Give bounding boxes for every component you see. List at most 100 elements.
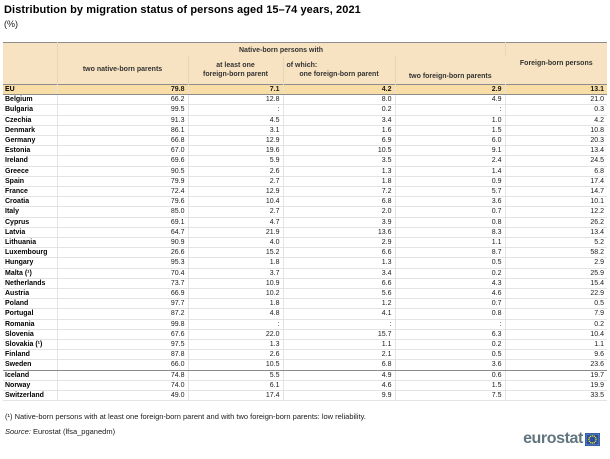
table-row: Finland 87.8 2.6 2.1 0.5 9.6: [3, 349, 608, 361]
value-cell: 4.5: [188, 115, 284, 126]
value-cell: 1.0: [395, 115, 506, 126]
value-cell: 7.5: [395, 390, 506, 402]
value-cell: 7.9: [505, 308, 608, 320]
value-cell: 9.1: [395, 145, 506, 157]
value-cell: 66.0: [57, 359, 189, 371]
value-cell: 66.8: [57, 135, 189, 147]
value-cell: 13.4: [505, 227, 608, 239]
value-cell: 4.8: [188, 308, 284, 320]
value-cell: 3.4: [283, 115, 396, 126]
col-header-two-foreign-parents: two foreign-born parents: [395, 55, 506, 85]
value-cell: :: [283, 319, 396, 330]
value-cell: 2.4: [395, 155, 506, 167]
table-row: Latvia 64.7 21.9 13.6 8.3 13.4: [3, 227, 608, 239]
value-cell: 19.7: [505, 370, 608, 381]
table-body: EU 79.8 7.1 4.2 2.9 13.1 Belgium 66.2 12.8 8.0 4.9…: [3, 84, 608, 402]
value-cell: 1.3: [188, 339, 284, 351]
table-row: Slovakia (¹) 97.5 1.3 1.1 0.2 1.1: [3, 339, 608, 351]
value-cell: 85.0: [57, 206, 189, 218]
table-row: France 72.4 12.9 7.2 5.7 14.7: [3, 186, 608, 198]
country-cell: Switzerland: [3, 390, 58, 402]
value-cell: 0.5: [505, 298, 608, 310]
value-cell: 5.5: [188, 370, 284, 381]
value-cell: 95.3: [57, 257, 189, 269]
value-cell: 22.9: [505, 288, 608, 300]
value-cell: 3.1: [188, 125, 284, 137]
value-cell: 1.8: [283, 176, 396, 188]
value-cell: 0.2: [395, 339, 506, 351]
country-cell: Poland: [3, 298, 58, 310]
value-cell: 5.6: [283, 288, 396, 300]
table-row: Netherlands 73.7 10.9 6.6 4.3 15.4: [3, 278, 608, 290]
country-cell: Bulgaria: [3, 104, 58, 116]
country-cell: Greece: [3, 166, 58, 177]
source-prefix: Source:: [5, 427, 31, 436]
country-cell: Germany: [3, 135, 58, 147]
value-cell: 1.5: [395, 125, 506, 137]
table-row: Iceland 74.8 5.5 4.9 0.6 19.7: [3, 370, 608, 381]
value-cell: 0.5: [395, 257, 506, 269]
value-cell: 4.9: [395, 94, 506, 106]
value-cell: 87.2: [57, 308, 189, 320]
value-cell: 97.5: [57, 339, 189, 351]
value-cell: 12.9: [188, 186, 284, 198]
value-cell: 3.9: [283, 217, 396, 228]
of-which-label: of which:: [286, 61, 318, 69]
value-cell: 4.0: [188, 237, 284, 249]
value-cell: 17.4: [188, 390, 284, 402]
value-cell: 67.0: [57, 145, 189, 157]
table-row: Austria 66.9 10.2 5.6 4.6 22.9: [3, 288, 608, 300]
value-cell: 74.0: [57, 380, 189, 392]
unit-label: (%): [4, 19, 18, 29]
country-cell: Luxembourg: [3, 247, 58, 259]
value-cell: 23.6: [505, 359, 608, 371]
value-cell: 14.7: [505, 186, 608, 198]
value-cell: 0.8: [395, 217, 506, 228]
value-cell: 5.9: [188, 155, 284, 167]
value-cell: 10.5: [283, 145, 396, 157]
table-row: Portugal 87.2 4.8 4.1 0.8 7.9: [3, 308, 608, 320]
value-cell: 0.9: [395, 176, 506, 188]
value-cell: 4.6: [283, 380, 396, 392]
value-cell: 1.4: [395, 166, 506, 177]
country-cell: Malta (¹): [3, 268, 58, 279]
col-header-foreign-born: Foreign-born persons: [505, 42, 608, 85]
value-cell: 58.2: [505, 247, 608, 259]
value-cell: 15.2: [188, 247, 284, 259]
value-cell: 2.6: [188, 166, 284, 177]
table-row: Cyprus 69.1 4.7 3.9 0.8 26.2: [3, 217, 608, 228]
value-cell: 0.7: [395, 298, 506, 310]
value-cell: 7.1: [188, 84, 284, 96]
country-cell: Czechia: [3, 115, 58, 126]
country-column-header: [3, 42, 58, 85]
value-cell: 99.8: [57, 319, 189, 330]
value-cell: 26.2: [505, 217, 608, 228]
table-row: Malta (¹) 70.4 3.7 3.4 0.2 25.9: [3, 268, 608, 279]
country-cell: Cyprus: [3, 217, 58, 228]
value-cell: 6.0: [395, 135, 506, 147]
value-cell: 21.9: [188, 227, 284, 239]
value-cell: 3.5: [283, 155, 396, 167]
table-row: Romania 99.8:::0.2: [3, 319, 608, 330]
source-text: Eurostat (lfsa_pganedm): [30, 427, 116, 436]
value-cell: 3.6: [395, 359, 506, 371]
value-cell: 9.9: [283, 390, 396, 402]
country-cell: Ireland: [3, 155, 58, 167]
table-row: Poland 97.7 1.8 1.2 0.7 0.5: [3, 298, 608, 310]
value-cell: 6.9: [283, 135, 396, 147]
table-row: Belgium 66.2 12.8 8.0 4.9 21.0: [3, 94, 608, 106]
value-cell: 4.1: [283, 308, 396, 320]
value-cell: 10.5: [188, 359, 284, 371]
value-cell: 1.1: [283, 339, 396, 351]
footnote: (¹) Native-born persons with at least on…: [5, 412, 366, 421]
value-cell: 1.3: [283, 257, 396, 269]
eu-flag-icon: [585, 432, 600, 446]
value-cell: 4.3: [395, 278, 506, 290]
country-cell: Portugal: [3, 308, 58, 320]
value-cell: 3.6: [395, 196, 506, 208]
table-row: EU 79.8 7.1 4.2 2.9 13.1: [3, 84, 608, 96]
table-row: Croatia 79.6 10.4 6.8 3.6 10.1: [3, 196, 608, 208]
value-cell: 2.9: [395, 84, 506, 96]
country-cell: Slovakia (¹): [3, 339, 58, 351]
value-cell: 20.3: [505, 135, 608, 147]
